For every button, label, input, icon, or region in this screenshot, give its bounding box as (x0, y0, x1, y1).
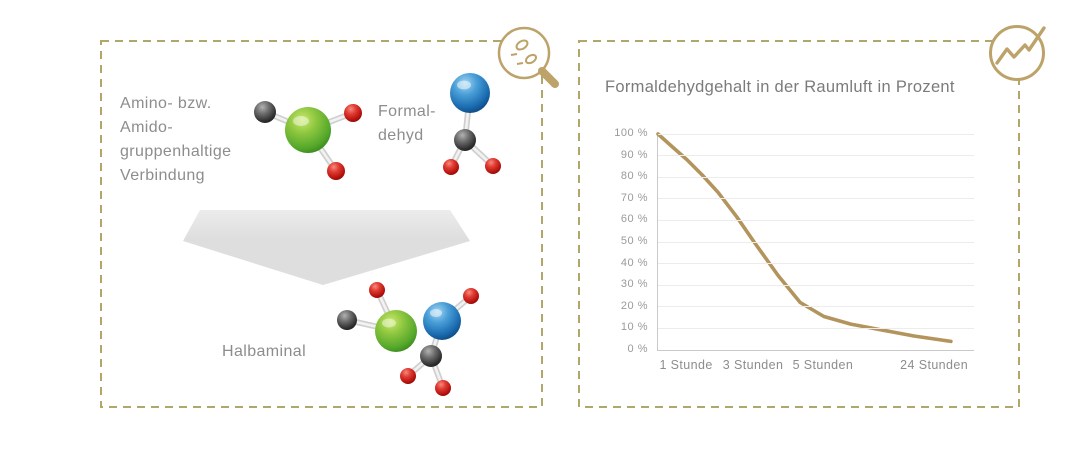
y-tick-label: 0 % (627, 343, 648, 355)
x-tick-label: 5 Stunden (792, 358, 854, 372)
y-tick-label: 70 % (620, 191, 648, 204)
gridline (658, 263, 974, 265)
y-tick-label: 100 % (614, 127, 648, 139)
formaldehyde-molecule (443, 73, 501, 175)
y-tick-label: 40 % (620, 256, 648, 269)
chart-panel: Formaldehydgehalt in der Raumluft in Pro… (578, 40, 1020, 408)
reaction-arrow (183, 210, 470, 285)
formaldehyde-label: Formal- dehyd (378, 103, 436, 144)
magnifier-molecules-icon (497, 26, 559, 88)
product-label: Halbaminal (222, 343, 307, 360)
y-tick-label: 60 % (620, 213, 648, 226)
gridline (658, 219, 974, 221)
gridline (658, 327, 974, 329)
chart-title: Formaldehydgehalt in der Raumluft in Pro… (605, 78, 955, 96)
gridline (658, 198, 974, 200)
reaction-illustration (183, 73, 501, 396)
halbaminal-molecule (337, 282, 479, 396)
formaldehyde-chart: 100 % 90 % 80 % 70 % 60 % 50 % 40 % 30 % 20 % 10 … (578, 40, 1020, 408)
y-tick-label: 90 % (620, 148, 648, 161)
y-tick-label: 10 % (620, 321, 648, 334)
gridline (658, 176, 974, 178)
y-tick-label: 80 % (620, 170, 648, 183)
gridline (658, 133, 974, 135)
reactant-label: Amino- bzw. Amido- gruppenhaltige Verbin… (120, 95, 232, 184)
y-tick-label: 50 % (620, 235, 648, 247)
formaldehyde-curve (656, 132, 953, 344)
gridline (658, 155, 974, 157)
dashed-panel-border (578, 40, 1020, 408)
x-tick-label: 3 Stunden (722, 358, 784, 372)
amino-compound-molecule (254, 101, 362, 180)
dashed-panel-border (100, 40, 543, 408)
gridline (658, 241, 974, 243)
gridline (658, 306, 974, 308)
plot-area (656, 132, 974, 351)
trend-chart-icon (989, 25, 1046, 81)
gridline (658, 284, 974, 286)
reaction-panel: Amino- bzw. Amido- gruppenhaltige Verbin… (100, 40, 543, 408)
x-tick-label: 24 Stunden (900, 358, 969, 372)
y-tick-label: 30 % (620, 278, 648, 291)
x-tick-label: 1 Stunde (659, 358, 713, 372)
y-tick-label: 20 % (620, 299, 648, 312)
